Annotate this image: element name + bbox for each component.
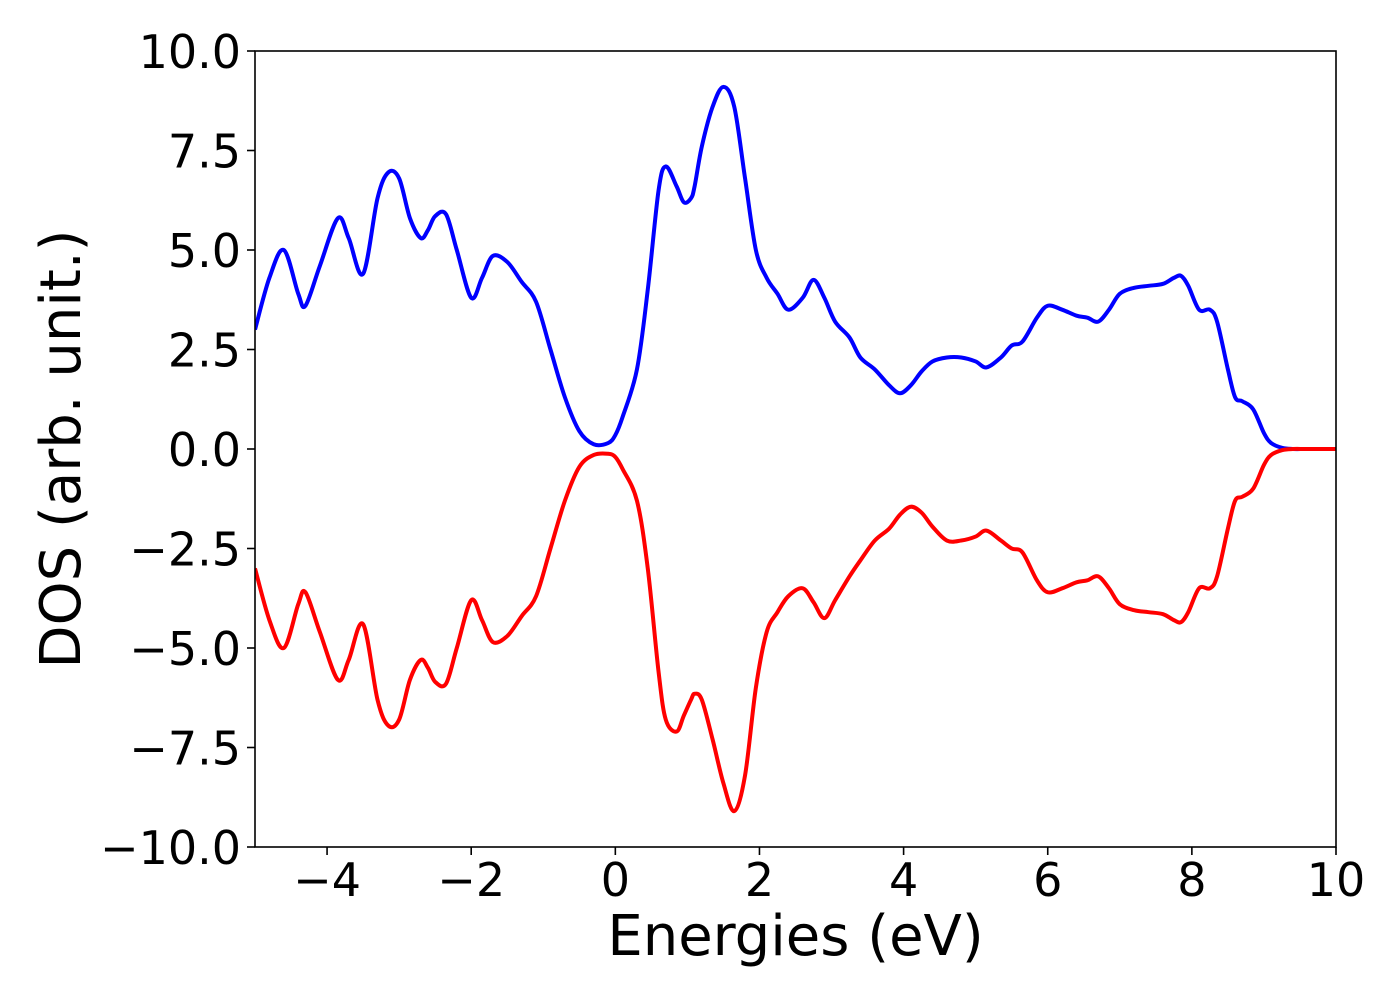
x-tick-label: 8 <box>1177 853 1206 907</box>
y-tick-label: −5.0 <box>129 622 241 676</box>
x-tick-label: −4 <box>293 853 361 907</box>
series-layer <box>255 84 1336 814</box>
ticks-layer: −4 −2 0 2 4 6 8 10 10.0 7.5 5.0 2.5 0.0 −2.5 −5.0 −7.5 −… <box>100 25 1365 907</box>
x-axis-label: Energies (eV) <box>607 904 983 969</box>
y-tick-label: −2.5 <box>129 523 241 577</box>
x-tick-label: 10 <box>1307 853 1366 907</box>
y-tick-label: 10.0 <box>139 25 241 79</box>
y-tick-label: −10.0 <box>100 821 241 875</box>
x-tick-label: 0 <box>601 853 630 907</box>
plot-frame <box>254 50 1337 848</box>
series-line-1 <box>255 84 1336 452</box>
x-tick-label: 2 <box>745 853 774 907</box>
y-tick-label: 2.5 <box>168 324 241 378</box>
y-tick-label: 5.0 <box>168 224 241 278</box>
series-line-2 <box>255 446 1336 814</box>
y-tick-label: −7.5 <box>129 722 241 776</box>
x-tick-label: 4 <box>889 853 918 907</box>
y-tick-label: 7.5 <box>168 125 241 179</box>
y-tick-label: 0.0 <box>168 423 241 477</box>
x-tick-label: −2 <box>437 853 505 907</box>
y-axis-label: DOS (arb. unit.) <box>29 229 94 668</box>
x-tick-label: 6 <box>1033 853 1062 907</box>
